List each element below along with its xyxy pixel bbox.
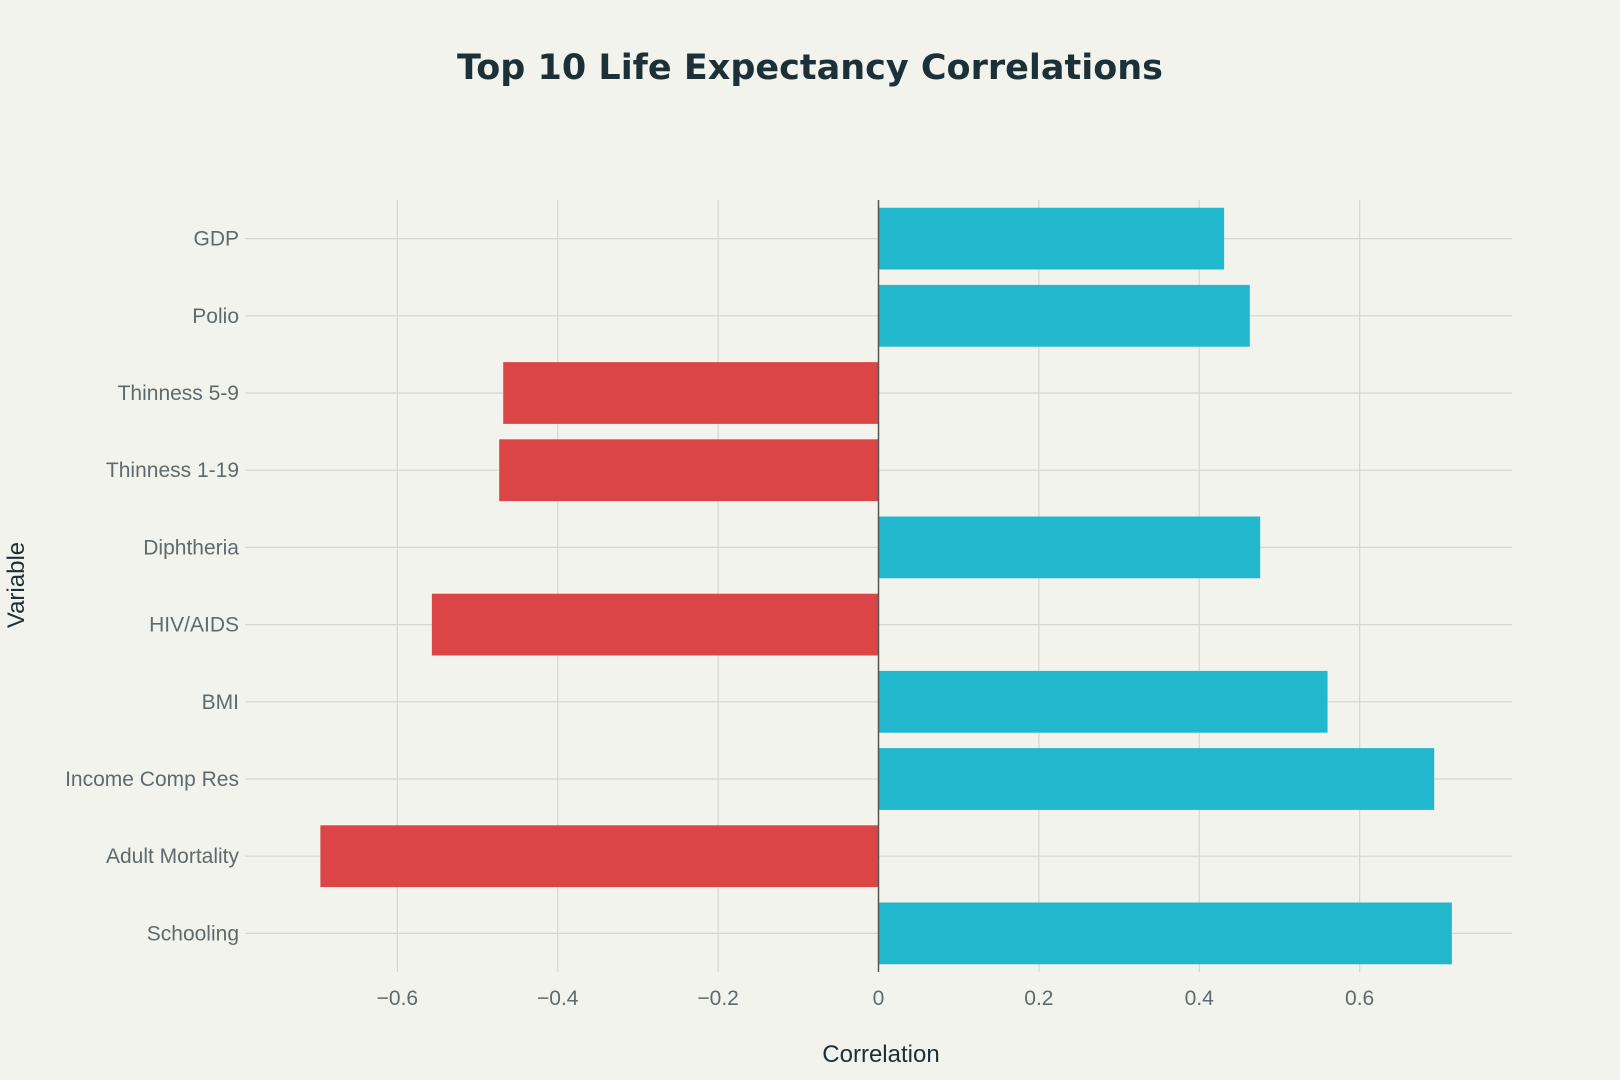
- bar-thinness-5-9: [503, 362, 879, 424]
- chart-title: Top 10 Life Expectancy Correlations: [457, 48, 1163, 88]
- bar-schooling: [878, 902, 1452, 965]
- bar-thinness-1-19: [499, 439, 879, 502]
- y-category-label: Polio: [192, 305, 239, 328]
- x-tick-label: 0.6: [1345, 987, 1374, 1010]
- y-category-label: GDP: [193, 228, 239, 251]
- x-tick-label: 0: [873, 987, 885, 1010]
- y-category-label: HIV/AIDS: [149, 614, 239, 637]
- y-axis-title: Variable: [3, 542, 30, 628]
- bar-adult-mortality: [320, 825, 879, 888]
- y-category-label: Thinness 1-19: [106, 459, 239, 482]
- bar-diphtheria: [878, 516, 1261, 579]
- x-tick-label: 0.2: [1024, 987, 1053, 1010]
- y-category-label: Thinness 5-9: [118, 382, 239, 405]
- y-category-label: Schooling: [147, 922, 239, 945]
- bar-income-comp-res: [878, 748, 1435, 810]
- bar-polio: [878, 284, 1250, 347]
- x-tick-label: 0.4: [1185, 987, 1215, 1010]
- bar-layer: [320, 200, 1452, 972]
- y-category-label: Income Comp Res: [65, 768, 239, 791]
- bar-hiv-aids: [431, 593, 879, 656]
- y-category-label: BMI: [202, 691, 239, 714]
- bar-bmi: [878, 670, 1328, 733]
- y-category-label: Diphtheria: [143, 536, 239, 559]
- bar-gdp: [878, 207, 1225, 270]
- x-tick-label: −0.4: [537, 987, 579, 1010]
- y-category-label: Adult Mortality: [106, 845, 240, 868]
- label-layer: −0.6 −0.4 −0.2 0 0.2 0.4 0.6 GDP Polio Thinness 5…: [65, 228, 1374, 1010]
- x-tick-label: −0.6: [377, 987, 418, 1010]
- x-axis-title: Correlation: [822, 1041, 939, 1068]
- x-tick-label: −0.2: [697, 987, 738, 1010]
